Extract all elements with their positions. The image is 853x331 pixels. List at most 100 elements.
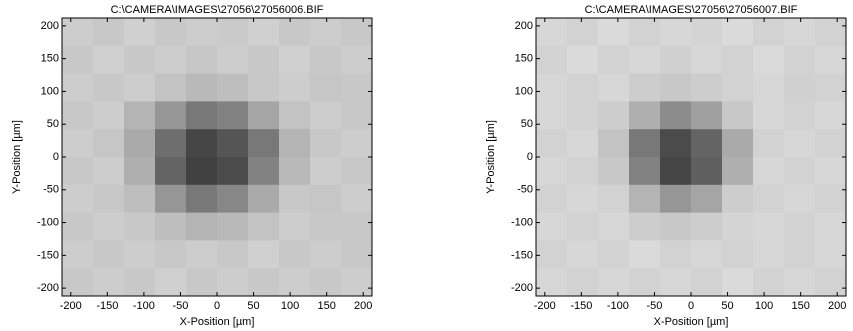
heatmap-cell xyxy=(691,18,723,47)
heatmap-cell xyxy=(217,45,249,75)
heatmap-cell xyxy=(248,212,280,241)
heatmap-cell xyxy=(598,157,630,186)
y-tick-label: 150 xyxy=(41,53,59,65)
heatmap-cell xyxy=(598,73,630,102)
heatmap-cell xyxy=(784,184,816,214)
heatmap-cell xyxy=(629,18,661,47)
heatmap-cell xyxy=(536,101,568,130)
heatmap-cell xyxy=(815,184,847,214)
heatmap-cell xyxy=(722,184,754,214)
heatmap-cell xyxy=(93,101,125,130)
y-tick-label: 50 xyxy=(47,118,59,130)
heatmap-cell xyxy=(815,45,847,75)
x-tick-label: -150 xyxy=(570,300,592,312)
heatmap-cell xyxy=(248,268,280,297)
heatmap-cell xyxy=(341,73,373,102)
heatmap-cell xyxy=(784,157,816,186)
y-axis-label: Y-Position [µm] xyxy=(11,120,23,194)
heatmap-cell xyxy=(722,73,754,102)
heatmap-cell xyxy=(660,45,692,75)
heatmap-cell xyxy=(62,101,94,130)
heatmap-cell xyxy=(753,184,785,214)
y-tick-label: 200 xyxy=(515,20,533,32)
heatmap-cell xyxy=(753,101,785,130)
heatmap-cell xyxy=(567,101,599,130)
heatmap-cell xyxy=(124,268,156,297)
heatmap-cell xyxy=(310,73,342,102)
heatmap-cell xyxy=(598,240,630,269)
heatmap-cell xyxy=(124,45,156,75)
heatmap-cell xyxy=(660,73,692,102)
heatmap-cell xyxy=(815,73,847,102)
x-tick-label: -200 xyxy=(534,300,556,312)
heatmap-cell xyxy=(536,212,568,241)
heatmap-cell xyxy=(341,101,373,130)
heatmap-cell xyxy=(310,45,342,75)
heatmap-cell xyxy=(753,157,785,186)
heatmap-cell xyxy=(186,184,218,214)
heatmap-cell xyxy=(784,45,816,75)
heatmap-cell xyxy=(567,212,599,241)
heatmap-cell xyxy=(598,45,630,75)
heatmap-cell xyxy=(62,184,94,214)
heatmap-cell xyxy=(660,268,692,297)
heatmap-cell xyxy=(660,212,692,241)
heatmap-cell xyxy=(753,129,785,158)
heatmap-cell xyxy=(310,18,342,47)
heatmap-cell xyxy=(567,184,599,214)
heatmap-cell xyxy=(691,45,723,75)
y-tick-label: -150 xyxy=(37,249,59,261)
heatmap-cell xyxy=(598,268,630,297)
heatmap-cell xyxy=(124,212,156,241)
x-tick-label: -100 xyxy=(133,300,155,312)
heatmap-cell xyxy=(341,45,373,75)
heatmap-cell xyxy=(279,240,311,269)
heatmap-cell xyxy=(124,101,156,130)
x-tick-label: 200 xyxy=(828,300,846,312)
heatmap-cell xyxy=(248,184,280,214)
heatmap-cell xyxy=(155,18,187,47)
heatmap-cell xyxy=(784,101,816,130)
heatmap-cell xyxy=(279,73,311,102)
heatmap-cell xyxy=(784,129,816,158)
heatmap-cell xyxy=(310,268,342,297)
heatmap-cell xyxy=(815,129,847,158)
heatmap-cell xyxy=(186,268,218,297)
heatmap-cell xyxy=(567,268,599,297)
heatmap-cell xyxy=(536,18,568,47)
x-tick-label: 0 xyxy=(214,300,220,312)
y-tick-label: 200 xyxy=(41,20,59,32)
heatmap-cell xyxy=(629,45,661,75)
heatmap-cell xyxy=(598,129,630,158)
heatmap-cell xyxy=(155,240,187,269)
heatmap-cell xyxy=(310,101,342,130)
heatmap-cell xyxy=(567,18,599,47)
heatmap-cell xyxy=(660,101,692,130)
heatmap-cell xyxy=(62,73,94,102)
heatmap-cell xyxy=(691,101,723,130)
heatmap-cell xyxy=(567,157,599,186)
heatmap-cell xyxy=(248,45,280,75)
x-tick-label: 150 xyxy=(791,300,809,312)
heatmap-cell xyxy=(62,240,94,269)
heatmap-cell xyxy=(155,157,187,186)
heatmap-cell xyxy=(722,157,754,186)
heatmap-cell xyxy=(93,129,125,158)
heatmap-cell xyxy=(784,268,816,297)
y-tick-label: -50 xyxy=(517,184,533,196)
heatmap-cell xyxy=(629,240,661,269)
heatmap-cell xyxy=(691,268,723,297)
heatmap-cell xyxy=(217,157,249,186)
heatmap-cell xyxy=(753,18,785,47)
x-tick-label: 200 xyxy=(354,300,372,312)
y-tick-label: 0 xyxy=(527,151,533,163)
heatmap-cell xyxy=(598,101,630,130)
heatmap-cell xyxy=(93,73,125,102)
heatmap-cell xyxy=(660,129,692,158)
heatmap-cell xyxy=(753,240,785,269)
heatmap-cell xyxy=(691,157,723,186)
heatmap-cell xyxy=(248,240,280,269)
heatmap-cell xyxy=(279,129,311,158)
x-tick-label: -150 xyxy=(96,300,118,312)
